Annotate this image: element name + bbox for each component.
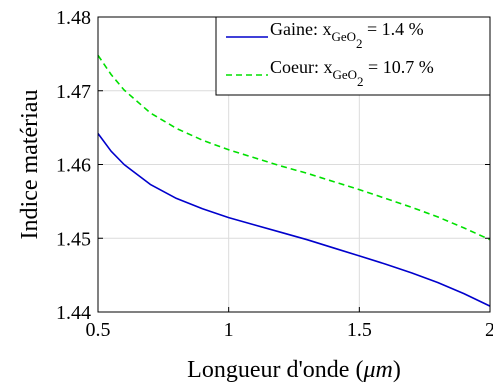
y-axis-label: Indice matériau <box>17 90 43 240</box>
x-axis-label: Longueur d'onde (μm) <box>187 357 401 383</box>
legend-entry-coeur-prefix: Coeur: x <box>270 57 333 77</box>
legend-entry-gaine-index: 2 <box>356 36 363 51</box>
x-axis-label-text: Longueur d'onde ( <box>187 357 363 383</box>
x-tick-label-1: 1 <box>224 319 234 341</box>
y-tick-label-2: 1.46 <box>56 155 91 177</box>
y-tick-labels: 1.44 1.45 1.46 1.47 1.48 <box>56 7 91 324</box>
x-tick-label-3: 2 <box>485 319 493 341</box>
y-tick-label-4: 1.48 <box>56 7 91 29</box>
legend-entry-gaine-suffix: = 1.4 % <box>363 19 424 39</box>
x-tick-labels: 0.5 1 1.5 2 <box>86 319 493 341</box>
series-line-0 <box>97 133 491 307</box>
x-tick-label-2: 1.5 <box>347 319 372 341</box>
y-tick-label-1: 1.45 <box>56 228 91 250</box>
legend-entry-gaine: Gaine: xGeO2 = 1.4 % <box>270 19 424 51</box>
y-tick-label-0: 1.44 <box>56 302 91 324</box>
legend-entry-coeur-index: 2 <box>357 74 364 89</box>
legend-entry-coeur: Coeur: xGeO2 = 10.7 % <box>270 57 434 89</box>
legend: Gaine: xGeO2 = 1.4 % Coeur: xGeO2 = 10.7… <box>215 16 491 96</box>
series-lines <box>97 54 491 307</box>
legend-entry-coeur-suffix: = 10.7 % <box>364 57 434 77</box>
legend-entry-coeur-subscript: GeO <box>333 67 358 82</box>
legend-entry-gaine-subscript: GeO <box>331 29 356 44</box>
x-axis-label-close: ) <box>393 357 401 383</box>
x-tick-label-0: 0.5 <box>86 319 111 341</box>
legend-entry-gaine-prefix: Gaine: x <box>270 19 331 39</box>
y-tick-label-3: 1.47 <box>56 81 91 103</box>
x-axis-label-unit: μm <box>362 357 392 383</box>
legend-box <box>215 16 491 96</box>
